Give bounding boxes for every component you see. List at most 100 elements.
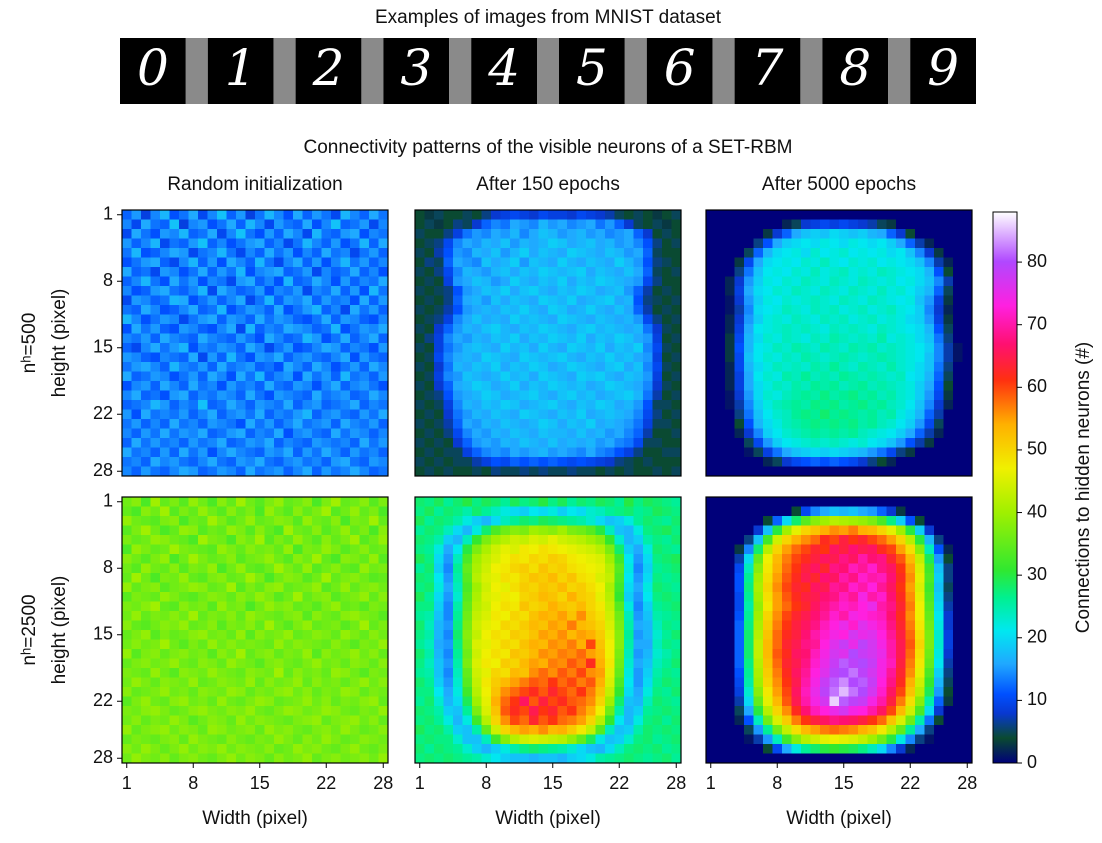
heatmap-cell <box>915 573 925 583</box>
heatmap-cell <box>350 429 360 439</box>
heatmap-cell <box>672 258 682 268</box>
heatmap-cell <box>331 305 341 315</box>
heatmap-cell <box>868 554 878 564</box>
heatmap-cell <box>434 687 444 697</box>
heatmap-cell <box>350 573 360 583</box>
heatmap-cell <box>605 210 615 220</box>
heatmap-cell <box>662 305 672 315</box>
heatmap-cell <box>415 381 425 391</box>
heatmap-cell <box>236 334 246 344</box>
heatmap-cell <box>839 438 849 448</box>
heatmap-cell <box>303 334 313 344</box>
heatmap-cell <box>925 630 935 640</box>
heatmap-cell <box>189 621 199 631</box>
heatmap-cell <box>265 640 275 650</box>
heatmap-cell <box>198 602 208 612</box>
heatmap-cell <box>953 296 963 306</box>
heatmap-cell <box>558 659 568 669</box>
heatmap-cell <box>934 706 944 716</box>
heatmap-cell <box>839 592 849 602</box>
heatmap-cell <box>896 754 906 764</box>
heatmap-cell <box>586 305 596 315</box>
heatmap-cell <box>132 640 142 650</box>
heatmap-cell <box>735 220 745 230</box>
heatmap-cell <box>151 583 161 593</box>
heatmap-cell <box>725 362 735 372</box>
heatmap-cell <box>529 725 539 735</box>
heatmap-cell <box>510 725 520 735</box>
heatmap-cell <box>577 697 587 707</box>
heatmap-cell <box>839 429 849 439</box>
heatmap-cell <box>379 754 389 764</box>
heatmap-cell <box>858 668 868 678</box>
heatmap-cell <box>425 391 435 401</box>
heatmap-cell <box>482 687 492 697</box>
heatmap-cell <box>122 277 132 287</box>
heatmap-cell <box>706 687 716 697</box>
heatmap-cell <box>501 457 511 467</box>
heatmap-cell <box>360 410 370 420</box>
heatmap-cell <box>596 554 606 564</box>
heatmap-cell <box>877 324 887 334</box>
heatmap-cell <box>122 343 132 353</box>
heatmap-cell <box>830 754 840 764</box>
heatmap-cell <box>151 448 161 458</box>
heatmap-cell <box>858 467 868 477</box>
heatmap-cell <box>265 467 275 477</box>
heatmap-cell <box>811 229 821 239</box>
heatmap-cell <box>792 210 802 220</box>
heatmap-cell <box>227 564 237 574</box>
heatmap-cell <box>934 735 944 745</box>
heatmap-cell <box>801 592 811 602</box>
y-tick-label: 8 <box>103 557 113 577</box>
heatmap <box>122 210 388 476</box>
heatmap-cell <box>615 324 625 334</box>
heatmap-cell <box>369 229 379 239</box>
heatmap-cell <box>634 267 644 277</box>
heatmap-cell <box>341 592 351 602</box>
heatmap-cell <box>284 545 294 555</box>
heatmap-cell <box>179 400 189 410</box>
heatmap-cell <box>896 497 906 507</box>
heatmap-cell <box>425 545 435 555</box>
heatmap-cell <box>548 353 558 363</box>
heatmap-cell <box>754 516 764 526</box>
heatmap-cell <box>925 419 935 429</box>
heatmap-cell <box>529 621 539 631</box>
heatmap-cell <box>453 467 463 477</box>
heatmap-cell <box>122 630 132 640</box>
heatmap-cell <box>725 706 735 716</box>
heatmap-cell <box>322 668 332 678</box>
heatmap-cell <box>236 564 246 574</box>
heatmap-cell <box>906 258 916 268</box>
heatmap-cell <box>198 286 208 296</box>
heatmap-cell <box>198 659 208 669</box>
heatmap-cell <box>634 315 644 325</box>
heatmap-cell <box>265 516 275 526</box>
heatmap-cell <box>735 305 745 315</box>
heatmap-cell <box>605 248 615 258</box>
heatmap-cell <box>906 630 916 640</box>
heatmap-cell <box>425 220 435 230</box>
heatmap-cell <box>792 545 802 555</box>
heatmap-cell <box>501 564 511 574</box>
heatmap-cell <box>482 497 492 507</box>
heatmap-cell <box>634 735 644 745</box>
heatmap-cell <box>548 429 558 439</box>
heatmap-cell <box>529 687 539 697</box>
heatmap-cell <box>858 286 868 296</box>
heatmap-cell <box>653 507 663 517</box>
heatmap-cell <box>849 706 859 716</box>
heatmap-cell <box>735 353 745 363</box>
heatmap-cell <box>754 448 764 458</box>
heatmap-cell <box>839 535 849 545</box>
heatmap-cell <box>725 583 735 593</box>
heatmap-cell <box>963 526 973 536</box>
heatmap-cell <box>605 583 615 593</box>
heatmap-cell <box>472 381 482 391</box>
heatmap-cell <box>915 649 925 659</box>
heatmap-cell <box>858 305 868 315</box>
heatmap-cell <box>434 239 444 249</box>
heatmap-cell <box>360 400 370 410</box>
heatmap-cell <box>322 258 332 268</box>
